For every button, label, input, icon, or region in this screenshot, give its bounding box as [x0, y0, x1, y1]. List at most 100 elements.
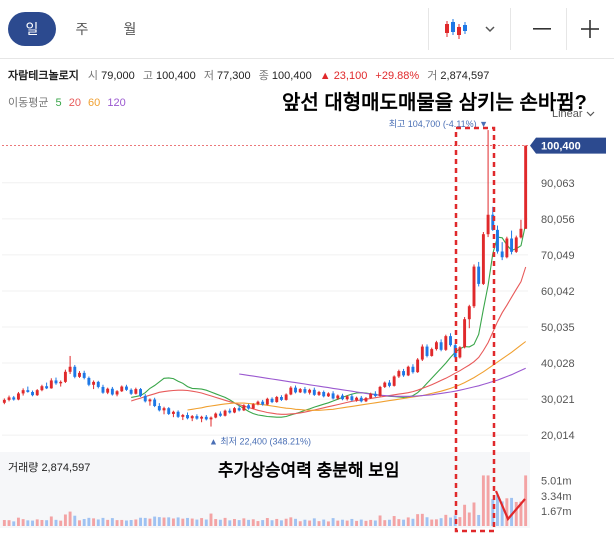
scale-selector[interactable]: Linear	[552, 108, 595, 120]
volume-bar	[12, 521, 16, 526]
volume-bar	[341, 519, 344, 526]
zoom-out-icon[interactable]	[524, 10, 560, 48]
volume-bar	[505, 498, 509, 526]
candle	[110, 386, 114, 396]
volume-bar	[157, 517, 161, 526]
volume-bar	[524, 475, 528, 526]
volume-bar	[434, 519, 438, 526]
candle-body	[420, 346, 424, 360]
volume-bar	[82, 519, 86, 526]
candle-body	[477, 266, 481, 284]
candle-body	[369, 393, 373, 399]
candle-body	[387, 382, 391, 386]
highlight-box	[454, 126, 496, 533]
volume-bar	[519, 501, 523, 526]
candle	[228, 408, 232, 414]
volume-bar	[54, 519, 58, 526]
low-label: 저	[203, 70, 214, 82]
open-label: 시	[87, 70, 99, 82]
candle	[284, 393, 288, 401]
candle-body	[218, 413, 222, 416]
volume-bar	[124, 520, 128, 526]
candle	[148, 398, 152, 406]
candle	[420, 344, 424, 361]
candle-body	[223, 410, 227, 416]
candle	[200, 415, 204, 423]
volume-bar	[181, 518, 185, 526]
candle	[341, 393, 344, 401]
volume-label: 거	[427, 70, 438, 82]
candle-body	[350, 396, 354, 401]
candlestick-chart-type-icon[interactable]	[438, 10, 474, 48]
candle	[162, 406, 166, 415]
volume-bar	[162, 517, 166, 526]
candle-body	[49, 380, 53, 389]
volume-bar	[261, 520, 265, 526]
tab-monthly[interactable]: 월	[123, 21, 137, 37]
candle	[167, 407, 171, 416]
candle	[467, 304, 471, 329]
volume-bar	[40, 519, 44, 526]
candle	[303, 386, 307, 394]
zoom-in-icon[interactable]	[572, 10, 608, 48]
candle	[129, 388, 133, 395]
volume-bar	[294, 518, 297, 526]
chevron-down-icon[interactable]	[478, 10, 502, 48]
volume-bar	[209, 513, 213, 526]
candle-body	[303, 389, 307, 393]
candle-body	[7, 397, 11, 400]
volume-bar	[303, 519, 307, 526]
candle	[270, 397, 274, 404]
stock-name: 자람테크놀로지	[8, 70, 79, 82]
candle	[477, 261, 481, 287]
candle	[402, 368, 406, 377]
volume-bar	[331, 518, 335, 526]
tab-daily[interactable]: 일	[8, 12, 56, 46]
candle-body	[486, 214, 490, 235]
candle-body	[82, 372, 86, 378]
candle	[16, 391, 20, 401]
volume-bar	[242, 518, 246, 526]
volume-bar	[387, 519, 391, 526]
candle	[364, 397, 368, 403]
candle-body	[68, 366, 72, 372]
candle	[322, 390, 326, 398]
candle-body	[251, 404, 255, 409]
candle-body	[2, 399, 6, 403]
y-tick-label: 60,042	[541, 286, 575, 298]
candle-body	[406, 366, 410, 376]
candle-body	[186, 415, 189, 419]
candle-body	[190, 416, 194, 419]
volume-bar	[251, 519, 255, 526]
candle	[157, 403, 161, 412]
chevron-down-icon	[586, 111, 595, 117]
candle-body	[397, 371, 401, 377]
toolbar-divider	[566, 8, 567, 50]
volume-tick-label: 3.34m	[541, 491, 572, 503]
candle-body	[472, 266, 476, 307]
candle-body	[322, 391, 326, 397]
candle-body	[524, 145, 528, 229]
volume-bar	[16, 517, 20, 526]
volume-bar	[481, 475, 485, 526]
candle-body	[115, 391, 119, 395]
candle-body	[134, 389, 138, 394]
candle-body	[228, 410, 232, 413]
y-tick-label: 80,056	[541, 214, 575, 226]
candle-body	[444, 336, 448, 350]
candle	[449, 333, 452, 347]
candle	[120, 385, 124, 392]
candle	[331, 391, 335, 400]
candle-body	[78, 372, 81, 377]
toolbar-divider	[510, 8, 511, 50]
open-value: 79,000	[101, 70, 135, 82]
tab-weekly[interactable]: 주	[75, 21, 89, 37]
volume-bar	[190, 518, 194, 526]
volume-bar	[510, 497, 514, 526]
candle	[115, 390, 119, 397]
candle	[261, 399, 265, 406]
candle	[134, 387, 138, 395]
candle-body	[411, 366, 415, 373]
ma-60-line	[187, 341, 527, 411]
